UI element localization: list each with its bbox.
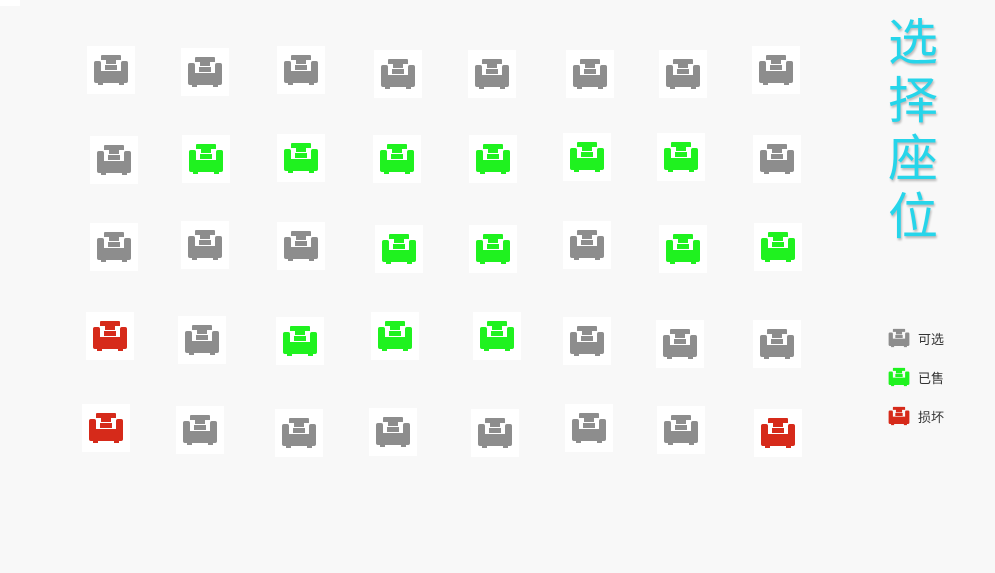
armchair-icon [96,231,132,263]
armchair-icon [475,233,511,265]
armchair-icon [759,143,795,175]
seat[interactable] [565,404,613,452]
armchair-icon [380,58,416,90]
seat[interactable] [469,135,517,183]
legend-item-broken: 损坏 [888,406,988,426]
seat[interactable] [373,135,421,183]
seat[interactable] [473,312,521,360]
seat[interactable] [276,317,324,365]
seat[interactable] [753,135,801,183]
legend-label: 可选 [918,332,945,348]
seat[interactable] [566,50,614,98]
armchair-icon [281,417,317,449]
armchair-icon [283,54,319,86]
seat[interactable] [563,133,611,181]
seat[interactable] [471,409,519,457]
armchair-icon [663,141,699,173]
armchair-icon [283,142,319,174]
armchair-icon [474,58,510,90]
seat[interactable] [182,135,230,183]
seat[interactable] [657,133,705,181]
legend-item-sold: 已售 [888,367,988,387]
seat[interactable] [657,406,705,454]
seat[interactable] [87,46,135,94]
armchair-icon [381,233,417,265]
seat[interactable] [754,223,802,271]
title-char: 位 [888,188,938,246]
armchair-icon [662,328,698,360]
armchair-icon [182,414,218,446]
armchair-icon [569,141,605,173]
legend-label: 已售 [918,371,945,387]
armchair-icon [375,416,411,448]
armchair-icon [760,417,796,449]
armchair-icon [188,143,224,175]
armchair-icon [569,325,605,357]
seat[interactable] [86,312,134,360]
armchair-icon [758,54,794,86]
page-title: 选 择 座 位 [878,18,948,250]
seat-legend: 可选 已售 损坏 [888,328,988,445]
armchair-icon [379,143,415,175]
title-char: 座 [888,130,938,188]
armchair-icon [88,412,124,444]
armchair-icon [377,320,413,352]
armchair-icon [572,58,608,90]
armchair-icon [759,328,795,360]
seat[interactable] [469,225,517,273]
seat[interactable] [752,46,800,94]
armchair-icon [477,417,513,449]
armchair-icon [665,58,701,90]
seat[interactable] [659,225,707,273]
seat[interactable] [369,408,417,456]
seat[interactable] [753,320,801,368]
armchair-icon [569,229,605,261]
armchair-icon [187,56,223,88]
armchair-icon [665,233,701,265]
seat[interactable] [375,225,423,273]
seat[interactable] [178,316,226,364]
legend-label: 损坏 [918,410,945,426]
armchair-icon [760,231,796,263]
seat[interactable] [82,404,130,452]
seat[interactable] [277,134,325,182]
seat[interactable] [656,320,704,368]
seat[interactable] [563,317,611,365]
armchair-icon [184,324,220,356]
seat[interactable] [754,409,802,457]
armchair-icon [888,406,910,426]
seat[interactable] [659,50,707,98]
seat[interactable] [371,312,419,360]
armchair-icon [663,414,699,446]
armchair-icon [283,230,319,262]
corner-mark [0,0,20,6]
seat[interactable] [277,46,325,94]
armchair-icon [96,144,132,176]
armchair-icon [92,320,128,352]
armchair-icon [479,320,515,352]
seat[interactable] [181,48,229,96]
seat[interactable] [90,223,138,271]
armchair-icon [475,143,511,175]
armchair-icon [187,229,223,261]
armchair-icon [888,367,910,387]
seat-grid [82,46,802,457]
legend-item-available: 可选 [888,328,988,348]
seat[interactable] [374,50,422,98]
title-char: 选 [888,14,938,72]
seat[interactable] [277,222,325,270]
seat[interactable] [90,136,138,184]
seat[interactable] [468,50,516,98]
seat[interactable] [181,221,229,269]
seat[interactable] [176,406,224,454]
seat[interactable] [563,221,611,269]
armchair-icon [571,412,607,444]
seat[interactable] [275,409,323,457]
title-char: 择 [888,72,938,130]
armchair-icon [282,325,318,357]
armchair-icon [93,54,129,86]
armchair-icon [888,328,910,348]
